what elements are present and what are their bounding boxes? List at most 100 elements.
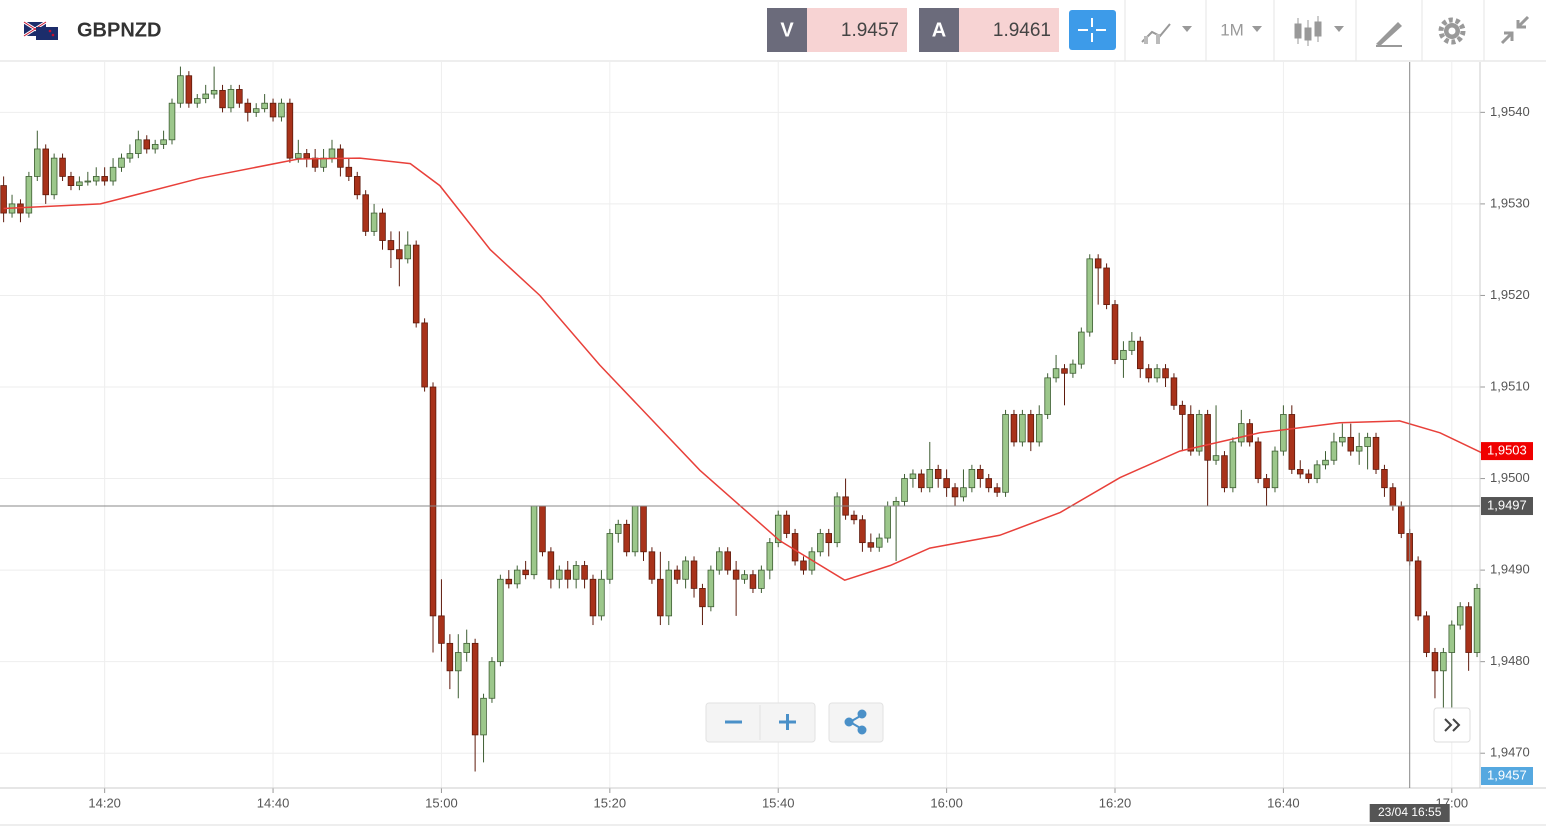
ma-price-tag: 1,9503 (1487, 443, 1527, 458)
candle-body (665, 569, 673, 617)
candle-body (522, 569, 529, 576)
indicator-button[interactable] (1141, 23, 1192, 44)
x-tick-label: 14:20 (88, 795, 121, 810)
candle-body (1195, 414, 1203, 452)
y-tick-label: 1,9510 (1490, 378, 1530, 393)
candle-body (1137, 340, 1144, 370)
candle-body (185, 75, 193, 104)
plot-area: 1,9540 1,9530 1,9520 1,9510 1,9500 1,9490 1,94… (0, 62, 1546, 826)
candle-body (1364, 436, 1371, 447)
candle-body (640, 505, 647, 553)
sell-price[interactable]: 1.9457 (841, 20, 899, 41)
candle-body (109, 166, 117, 182)
timeframe[interactable]: 1M (1220, 20, 1244, 39)
buy-label[interactable]: A (932, 19, 946, 41)
candle-body (833, 496, 841, 544)
candle-body (884, 505, 891, 539)
candle-body (749, 574, 757, 589)
candle-body (194, 98, 201, 104)
share-button[interactable] (828, 702, 884, 743)
y-tick-label: 1,9530 (1490, 195, 1530, 210)
buy-price-bg[interactable] (959, 8, 1059, 52)
x-tick-label: 16:20 (1099, 795, 1132, 810)
candle-body (572, 565, 580, 580)
candle-body (1145, 368, 1152, 379)
candle-body (682, 560, 689, 580)
candle-body (1120, 349, 1127, 360)
candle-body (1010, 414, 1018, 443)
y-tick-label: 1,9490 (1490, 562, 1530, 577)
candle-body (530, 505, 538, 576)
candle-body (977, 469, 984, 479)
candle-body (151, 143, 159, 150)
candle-body (1448, 624, 1456, 653)
last-price-tag-bg (1481, 767, 1533, 785)
y-tick-label: 1,9520 (1490, 287, 1530, 302)
candle-body (412, 244, 420, 324)
candle-body (1002, 414, 1009, 493)
collapse-button[interactable] (1500, 15, 1530, 45)
candle-body (42, 148, 49, 196)
candle-body (497, 578, 504, 663)
buy-label-bg[interactable] (919, 8, 959, 52)
candle-body (1103, 267, 1110, 306)
candle-body (202, 93, 209, 100)
candle-body (918, 473, 925, 489)
candle-body (1061, 368, 1068, 374)
zoom-in[interactable] (779, 714, 796, 730)
candle-body (1414, 560, 1422, 617)
candle-body (362, 194, 369, 232)
candle-body (875, 537, 883, 548)
candle-body (993, 487, 1001, 493)
candle-body (943, 478, 950, 489)
candle-body (1271, 450, 1279, 489)
candle-body (1078, 331, 1085, 365)
candle-body (1398, 505, 1405, 534)
candle-body (1263, 478, 1270, 489)
candle-body (488, 661, 496, 699)
candle-body (556, 569, 563, 580)
timeframe-caret[interactable] (1252, 26, 1262, 32)
candle-body (631, 505, 639, 553)
sell-label[interactable]: V (780, 19, 794, 41)
candle-body (135, 139, 142, 154)
candle-body (1431, 652, 1439, 672)
candle-body (1465, 606, 1472, 653)
settings-button[interactable] (1438, 17, 1466, 45)
y-tick-label: 1,9500 (1490, 470, 1530, 485)
drawing-button[interactable] (1376, 22, 1402, 47)
candle-body (286, 102, 294, 159)
candle-body (1052, 368, 1060, 379)
sell-price-bg[interactable] (807, 8, 907, 52)
candle-body (143, 139, 151, 150)
crosshair-y-label-bg (1481, 497, 1533, 516)
candle-body (1313, 464, 1321, 479)
candle-body (244, 102, 252, 113)
candle-body (598, 578, 605, 617)
candle-body (564, 569, 571, 580)
candle-body (1221, 455, 1228, 489)
zoom-controls (705, 702, 1471, 743)
candle-body (396, 249, 403, 260)
crosshair-button[interactable] (1069, 10, 1116, 50)
candle-body (471, 642, 479, 736)
chart-type-button[interactable] (1294, 16, 1344, 46)
candle-body (455, 652, 462, 672)
candle-body (657, 578, 664, 617)
candle-body (699, 588, 706, 608)
candle-body (800, 560, 807, 571)
candle-body (160, 139, 167, 145)
candle-body (219, 89, 226, 109)
candle-body (960, 487, 967, 498)
symbol: GBPNZD (77, 19, 161, 41)
sell-label-bg[interactable] (767, 8, 807, 52)
candle-body (1423, 615, 1430, 653)
buy-price[interactable]: 1.9461 (993, 20, 1051, 41)
candle-body (690, 560, 698, 589)
candle-body (353, 176, 361, 196)
candle-body (438, 615, 445, 644)
candle-body (1330, 441, 1338, 461)
candle-body (623, 523, 630, 553)
toolbar-separators (1124, 0, 1485, 61)
